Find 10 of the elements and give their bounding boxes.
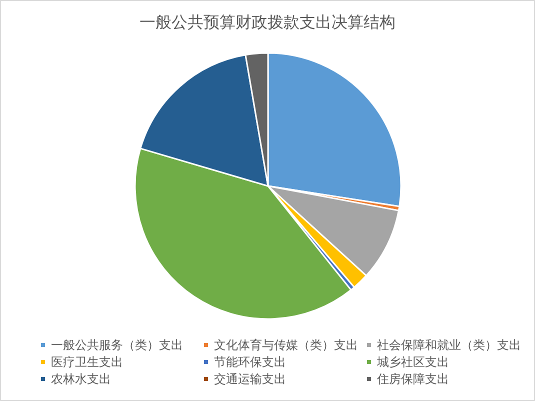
chart-title: 一般公共预算财政拨款支出决算结构	[140, 12, 396, 32]
legend-label: 节能环保支出	[214, 355, 286, 369]
legend-label: 医疗卫生支出	[51, 355, 123, 369]
legend-label: 住房保障支出	[376, 372, 449, 386]
legend-label: 一般公共服务（类）支出	[51, 338, 183, 352]
legend-label: 文化体育与传媒（类）支出	[214, 338, 358, 352]
legend-label: 交通运输支出	[214, 372, 286, 386]
legend-label: 城乡社区支出	[376, 355, 449, 369]
legend-label: 社会保障和就业（类）支出	[377, 338, 521, 352]
legend-label: 农林水支出	[51, 372, 111, 386]
